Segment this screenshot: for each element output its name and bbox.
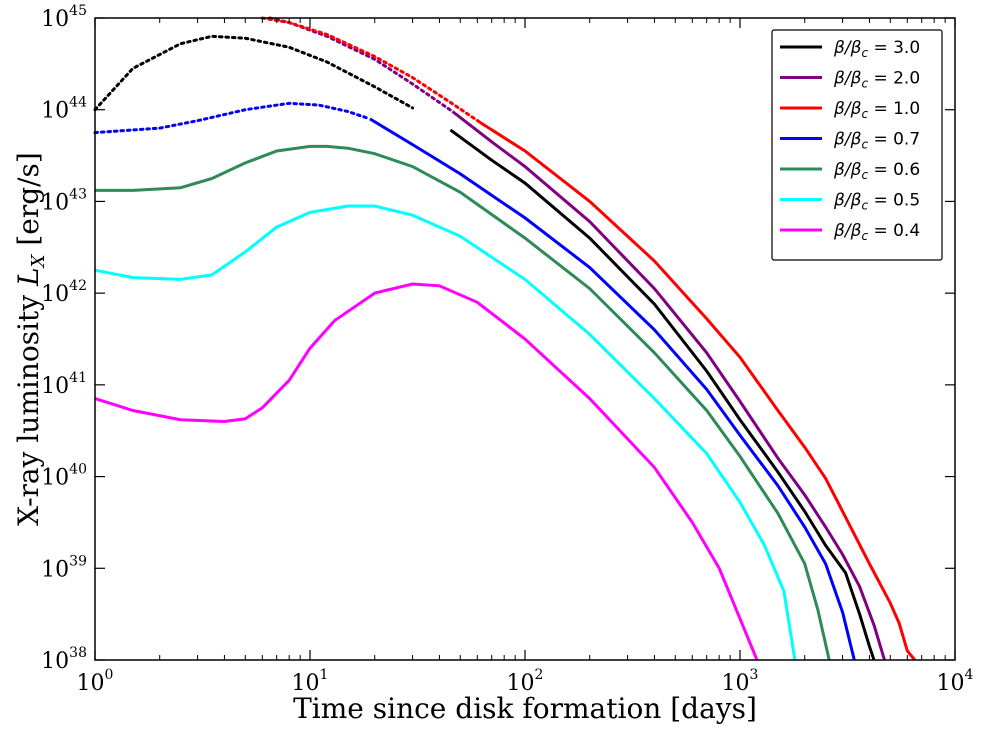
legend-label: β/βc = 2.0 [833, 69, 920, 91]
x-tick-label: 102 [507, 667, 544, 696]
series-line-1 [451, 110, 886, 661]
y-tick-label: 1042 [41, 278, 87, 307]
y-tick-label: 1045 [41, 3, 87, 32]
legend-label: β/βc = 0.4 [833, 221, 920, 243]
y-tick-label: 1043 [41, 186, 87, 215]
legend-box [771, 29, 943, 261]
series-line-dotted-1 [268, 16, 454, 113]
series-line-0 [449, 128, 876, 661]
legend-label: β/βc = 0.6 [833, 160, 920, 182]
series-line-5 [94, 204, 797, 661]
y-tick-label: 1038 [41, 645, 87, 674]
x-tick-label: 101 [292, 667, 329, 696]
series-line-2 [479, 121, 916, 661]
series-line-dotted-3 [93, 101, 372, 135]
legend-label: β/βc = 0.5 [833, 191, 920, 213]
legend-label: β/βc = 1.0 [833, 99, 920, 121]
x-axis-ticks: 100 101 102 103 104 [77, 18, 974, 696]
x-tick-label: 103 [722, 667, 759, 696]
y-axis-label: X-ray luminosity LX [erg/s] [12, 152, 49, 526]
y-tick-label: 1041 [41, 370, 87, 399]
series-line-3 [369, 117, 856, 661]
plot-frame [94, 17, 956, 661]
legend-label: β/βc = 0.7 [833, 130, 920, 152]
x-axis-label: Time since disk formation [days] [293, 692, 757, 725]
y-axis-ticks: 1038 1039 1040 1041 1042 1043 1044 1045 [41, 3, 955, 674]
series-group [93, 16, 916, 661]
series-line-6 [94, 282, 759, 661]
series-line-dotted-0 [93, 34, 415, 112]
x-tick-label: 104 [937, 667, 974, 696]
y-tick-label: 1040 [41, 462, 87, 491]
legend-label: β/βc = 3.0 [833, 38, 920, 60]
y-tick-label: 1044 [41, 95, 87, 124]
legend: β/βc = 3.0 β/βc = 2.0 β/βc = 1.0 β/βc = 0.7… [771, 29, 943, 261]
series-line-4 [95, 144, 831, 661]
y-tick-label: 1039 [41, 553, 87, 582]
x-tick-label: 100 [77, 667, 114, 696]
